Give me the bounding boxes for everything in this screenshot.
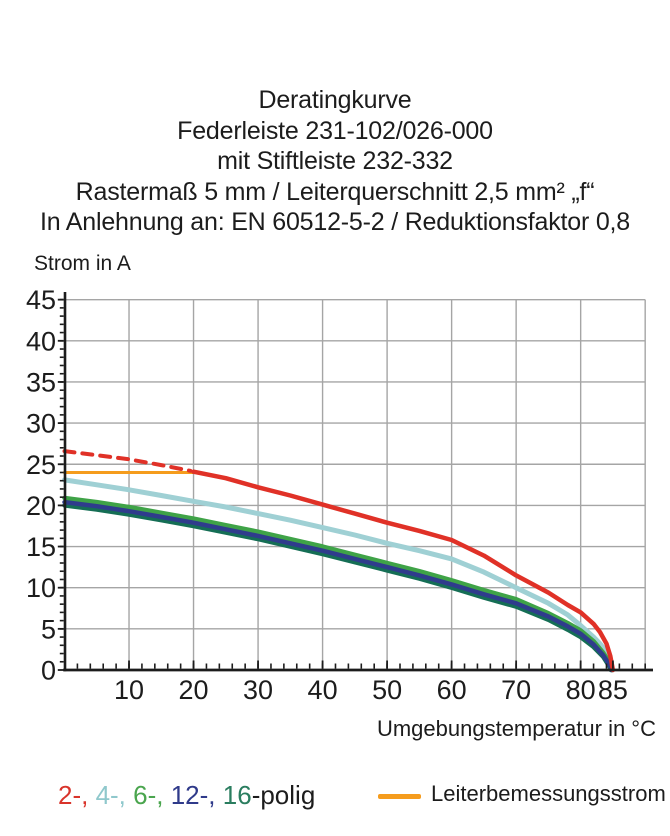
- title-line-5: In Anlehnung an: EN 60512-5-2 / Reduktio…: [39, 208, 630, 236]
- title-line-1: Deratingkurve: [258, 86, 412, 114]
- x-axis-title: Umgebungstemperatur in °C: [376, 716, 656, 741]
- legend-pole-segment: -polig: [251, 780, 316, 810]
- y-axis-title: Strom in A: [34, 252, 131, 275]
- y-tick-label: 25: [26, 450, 56, 480]
- x-tick-label: 50: [372, 675, 402, 705]
- title-line-3: mit Stiftleiste 232-332: [217, 147, 453, 175]
- y-tick-label: 20: [26, 491, 56, 521]
- y-tick-label: 40: [26, 326, 56, 356]
- legend-pole-segment: 16: [215, 780, 252, 810]
- tick-labels-layer: 0 5 10 15 20 25 30 35 40 45 10 20 30 40 50 60 70 80 85: [26, 285, 628, 705]
- x-tick-label: 20: [179, 675, 209, 705]
- rated-current-label: Leiterbemessungsstrom: [431, 781, 666, 806]
- y-tick-label: 45: [26, 285, 56, 315]
- y-tick-label: 15: [26, 532, 56, 562]
- x-tick-label: 85: [598, 675, 628, 705]
- series-2-polig: [191, 469, 616, 673]
- x-tick-label: 70: [501, 675, 531, 705]
- rated-current-line-swatch: [378, 794, 421, 799]
- y-tick-label: 0: [41, 656, 56, 686]
- x-tick-label: 30: [243, 675, 273, 705]
- y-tick-label: 5: [41, 614, 56, 644]
- series-4-polig: [62, 477, 615, 673]
- title-line-2: Federleiste 231-102/026-000: [177, 116, 493, 145]
- grid-layer: [65, 298, 646, 670]
- series-6-polig: [62, 495, 615, 673]
- y-tick-label: 10: [26, 573, 56, 603]
- ticks-layer: [57, 298, 646, 671]
- legend-pole-segment: 2-,: [58, 780, 89, 810]
- y-tick-label: 30: [26, 409, 56, 439]
- x-tick-label: 10: [114, 675, 144, 705]
- series-12-polig: [62, 499, 614, 673]
- x-tick-label: 80: [566, 675, 596, 705]
- chart-title-block: Deratingkurve Federleiste 231-102/026-00…: [0, 85, 670, 238]
- legend-pole-segment: 12-,: [163, 780, 216, 810]
- legend-pole-segment: 4-,: [88, 780, 126, 810]
- x-tick-label: 40: [308, 675, 338, 705]
- axes-layer: [63, 292, 653, 672]
- x-tick-label: 60: [437, 675, 467, 705]
- title-line-4: Rastermaß 5 mm / Leiterquerschnitt 2,5 m…: [75, 177, 595, 206]
- legend-poles: 2-, 4-, 6-, 12-, 16-polig: [58, 780, 315, 811]
- y-tick-label: 35: [26, 367, 56, 397]
- legend-pole-segment: 6-,: [125, 780, 164, 810]
- series-layer: [62, 449, 616, 673]
- series-2-polig-gestrichelt-: [62, 449, 193, 473]
